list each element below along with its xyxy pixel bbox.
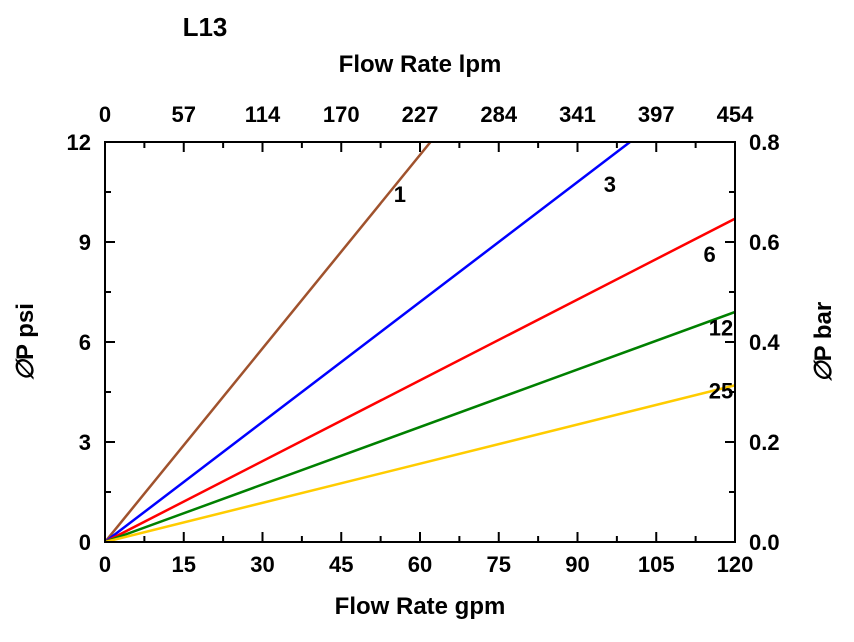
top-tick-label: 454 (717, 102, 754, 127)
bottom-tick-label: 30 (250, 552, 274, 577)
right-tick-label: 0.4 (749, 330, 780, 355)
series-label-6: 6 (704, 242, 716, 267)
right-tick-label: 0.6 (749, 230, 780, 255)
top-axis-label: Flow Rate lpm (339, 51, 502, 78)
left-tick-label: 0 (79, 530, 91, 555)
bottom-tick-label: 45 (329, 552, 353, 577)
chart-title: L13 (183, 12, 228, 42)
bottom-axis-label: Flow Rate gpm (335, 593, 506, 620)
bottom-tick-label: 75 (487, 552, 511, 577)
top-tick-label: 57 (172, 102, 196, 127)
bottom-tick-label: 0 (99, 552, 111, 577)
bottom-tick-label: 90 (565, 552, 589, 577)
left-axis-label: ∅P psi (12, 303, 39, 381)
left-tick-label: 6 (79, 330, 91, 355)
series-label-3: 3 (604, 172, 616, 197)
series-label-12: 12 (709, 315, 733, 340)
top-tick-label: 114 (245, 102, 281, 127)
bottom-tick-label: 105 (638, 552, 675, 577)
left-tick-label: 9 (79, 230, 91, 255)
top-tick-label: 284 (480, 102, 517, 127)
right-tick-label: 0.0 (749, 530, 780, 555)
series-line-25 (105, 229, 854, 542)
pressure-flow-chart: L13 Flow Rate lpm Flow Rate gpm ∅P psi ∅P ba… (0, 0, 854, 642)
series-group (105, 0, 854, 542)
series-label-1: 1 (394, 182, 406, 207)
bottom-tick-label: 15 (172, 552, 196, 577)
top-tick-label: 170 (323, 102, 360, 127)
plot-border (105, 142, 735, 542)
left-tick-label: 3 (79, 430, 91, 455)
series-line-6 (105, 0, 854, 542)
top-tick-label: 397 (638, 102, 675, 127)
right-tick-label: 0.8 (749, 130, 780, 155)
top-tick-label: 0 (99, 102, 111, 127)
left-tick-label: 12 (67, 130, 91, 155)
bottom-tick-label: 120 (717, 552, 754, 577)
right-axis-label: ∅P bar (810, 302, 837, 383)
series-line-3 (105, 0, 854, 542)
top-tick-label: 227 (402, 102, 439, 127)
series-line-12 (105, 82, 854, 542)
right-tick-label: 0.2 (749, 430, 780, 455)
bottom-tick-label: 60 (408, 552, 432, 577)
top-tick-label: 341 (559, 102, 596, 127)
chart-container: L13 Flow Rate lpm Flow Rate gpm ∅P psi ∅P ba… (0, 0, 854, 642)
